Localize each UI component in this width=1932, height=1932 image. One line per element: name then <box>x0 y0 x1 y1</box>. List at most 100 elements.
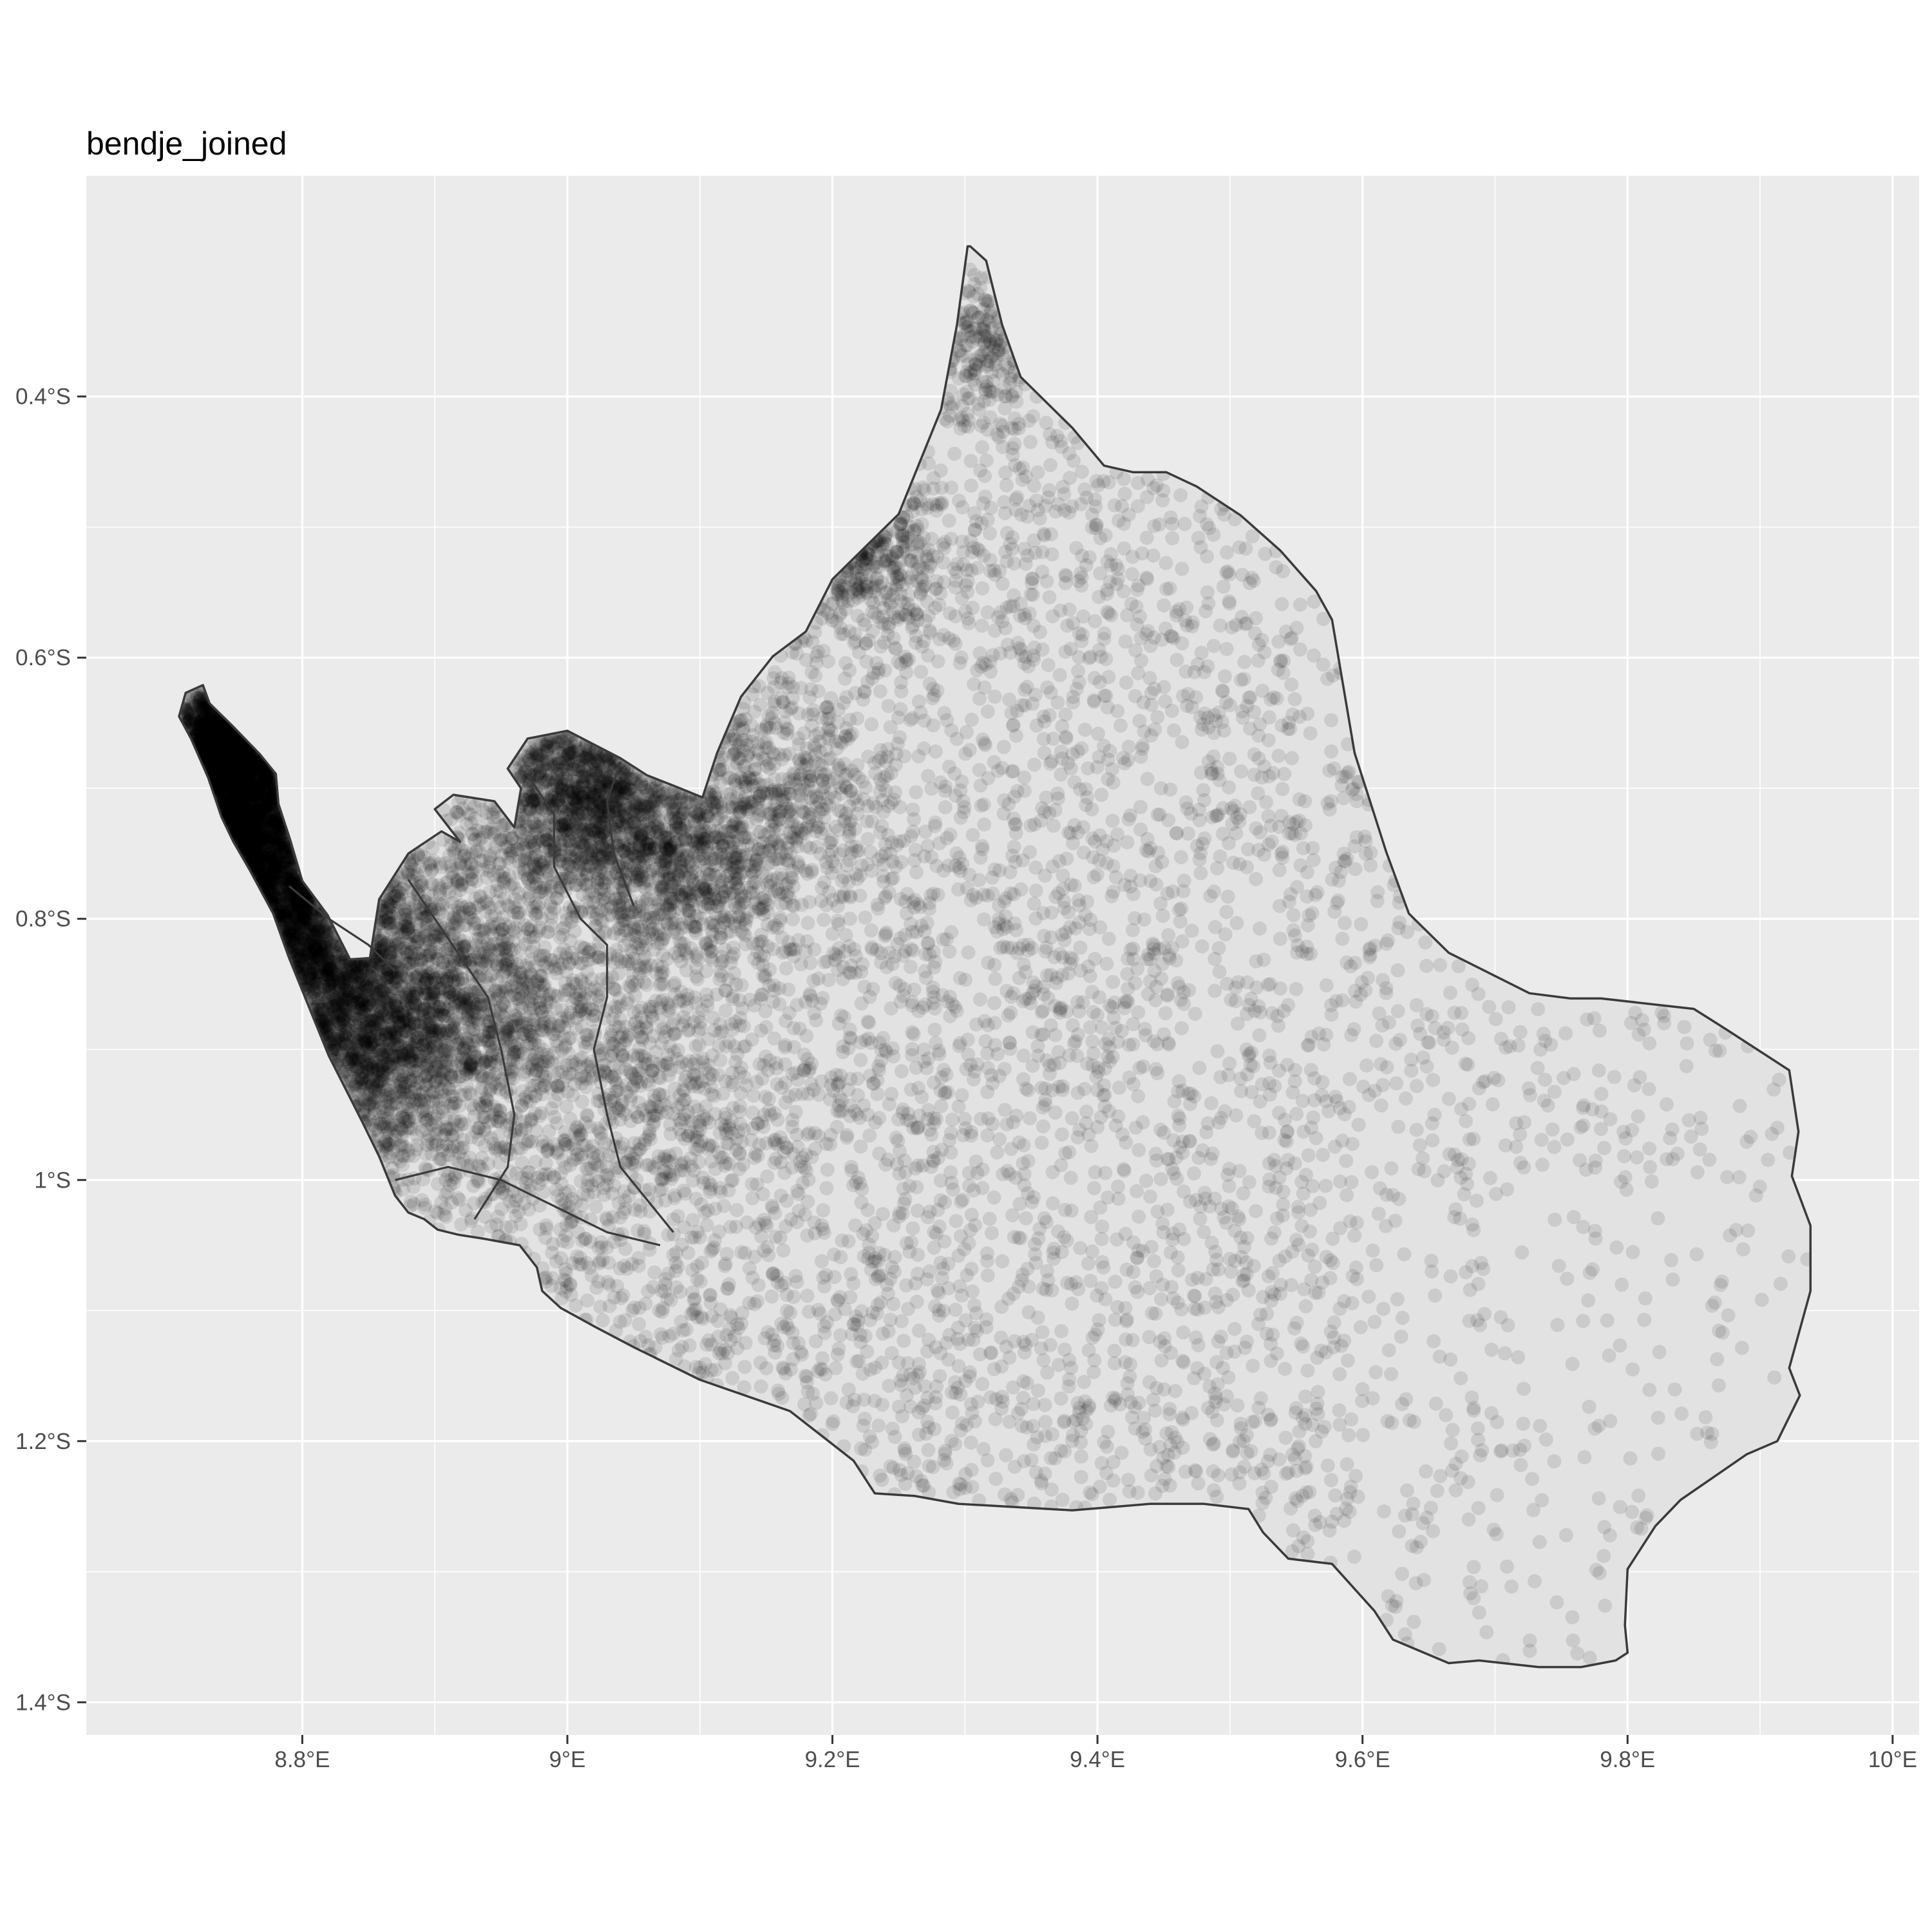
map-point <box>905 943 920 958</box>
map-point <box>995 614 1010 629</box>
map-point <box>1365 1243 1380 1258</box>
map-point <box>1454 1371 1468 1386</box>
map-point <box>1063 951 1078 965</box>
map-point <box>674 1159 689 1173</box>
map-point <box>938 784 952 798</box>
map-point <box>478 1090 493 1105</box>
map-point <box>1052 668 1067 683</box>
map-point <box>1193 1211 1208 1226</box>
map-point <box>1488 1012 1503 1027</box>
map-point <box>1540 1098 1555 1113</box>
map-point <box>1232 1476 1247 1491</box>
map-point <box>1021 1153 1036 1168</box>
map-point <box>1155 909 1170 923</box>
map-point <box>595 774 610 789</box>
map-point <box>1285 707 1300 722</box>
map-point <box>1192 1061 1207 1075</box>
map-point <box>1198 1272 1213 1287</box>
map-point <box>1300 865 1314 880</box>
map-point <box>607 1290 621 1305</box>
map-point <box>1761 1153 1776 1167</box>
map-point <box>337 999 352 1014</box>
map-point <box>893 517 908 532</box>
map-point <box>1025 1025 1040 1039</box>
map-point <box>1005 848 1020 863</box>
map-point <box>772 747 787 762</box>
map-point <box>1232 814 1247 829</box>
map-point <box>1219 905 1234 920</box>
map-point <box>386 906 401 921</box>
map-point <box>1369 1034 1384 1048</box>
map-point <box>1344 1412 1359 1426</box>
map-point <box>1108 1118 1123 1133</box>
map-point <box>1097 1078 1112 1093</box>
map-point <box>819 855 833 869</box>
map-point <box>924 781 939 796</box>
map-point <box>833 1250 848 1264</box>
map-point <box>990 1145 1005 1160</box>
map-point <box>1217 1397 1231 1412</box>
map-point <box>1158 694 1173 709</box>
map-point <box>860 1014 875 1029</box>
map-point <box>1581 1293 1596 1308</box>
map-point <box>1405 1507 1420 1522</box>
map-point <box>968 1218 983 1233</box>
map-point <box>1113 718 1128 733</box>
map-point <box>751 1278 766 1293</box>
map-point <box>1209 1253 1224 1267</box>
map-point <box>922 1264 937 1279</box>
map-point <box>899 608 913 623</box>
map-point <box>1331 893 1346 908</box>
map-point <box>1465 1259 1480 1273</box>
map-point <box>1027 1237 1042 1252</box>
map-point <box>767 1333 782 1348</box>
map-point <box>886 1218 901 1233</box>
map-point <box>1062 602 1077 617</box>
map-point <box>1045 859 1060 874</box>
map-point <box>969 1154 983 1169</box>
map-point <box>1052 1005 1067 1020</box>
map-point <box>1255 632 1269 647</box>
map-point <box>1309 1434 1323 1448</box>
map-point <box>1419 958 1434 973</box>
map-point <box>772 811 787 826</box>
map-point <box>1179 795 1193 810</box>
map-point <box>728 746 743 761</box>
map-point <box>654 1305 669 1320</box>
map-point <box>722 1035 737 1050</box>
map-point <box>306 917 321 932</box>
map-point <box>964 478 978 493</box>
map-point <box>1324 744 1339 759</box>
map-point <box>1550 1318 1565 1332</box>
map-point <box>1526 1502 1540 1517</box>
map-point <box>1560 1132 1575 1147</box>
map-point <box>1303 946 1318 961</box>
map-point <box>983 526 997 541</box>
map-point <box>1043 1451 1058 1466</box>
map-point <box>571 1225 585 1240</box>
map-point <box>1164 1245 1178 1260</box>
map-point <box>1410 1079 1424 1094</box>
map-point <box>872 1036 887 1050</box>
map-point <box>1240 699 1255 714</box>
map-point <box>1062 1352 1077 1367</box>
map-point <box>498 1220 513 1235</box>
map-point <box>942 944 957 959</box>
map-point <box>526 1052 541 1067</box>
map-point <box>1347 1549 1361 1564</box>
map-point <box>1021 937 1036 952</box>
map-point <box>1486 1070 1501 1085</box>
map-point <box>871 1269 886 1284</box>
map-point <box>1144 697 1159 712</box>
map-point <box>913 587 928 602</box>
map-point <box>898 1191 913 1206</box>
map-point <box>1045 1196 1060 1211</box>
map-point <box>631 1258 646 1273</box>
map-point <box>1208 983 1222 998</box>
map-point <box>338 993 353 1008</box>
map-point <box>1509 1116 1524 1131</box>
map-point <box>1171 1263 1186 1278</box>
map-point <box>1120 608 1135 623</box>
map-point <box>933 463 948 478</box>
map-point <box>1409 1122 1424 1137</box>
